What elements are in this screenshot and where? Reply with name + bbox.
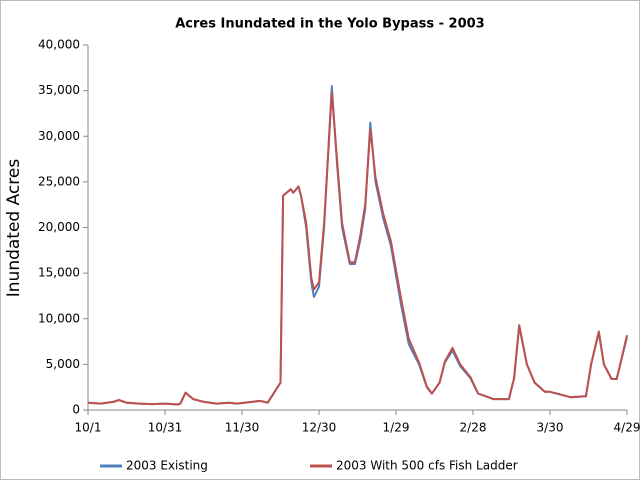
y-tick-label: 25,000 xyxy=(38,174,80,188)
y-axis-label: Inundated Acres xyxy=(4,159,24,298)
y-tick-label: 0 xyxy=(72,403,80,417)
y-tick-label: 5,000 xyxy=(46,357,80,371)
y-tick-label: 40,000 xyxy=(38,38,80,52)
y-tick-label: 10,000 xyxy=(38,311,80,325)
chart-title: Acres Inundated in the Yolo Bypass - 200… xyxy=(175,17,484,32)
x-tick-label: 2/28 xyxy=(460,421,487,435)
legend-label: 2003 Existing xyxy=(126,459,208,473)
x-tick-label: 11/30 xyxy=(225,421,260,435)
y-tick-label: 15,000 xyxy=(38,266,80,280)
x-tick-label: 3/30 xyxy=(537,421,564,435)
y-tick-label: 30,000 xyxy=(38,129,80,143)
y-tick-label: 35,000 xyxy=(38,83,80,97)
x-tick-label: 10/1 xyxy=(75,421,102,435)
series-line xyxy=(87,91,628,406)
y-tick-label: 20,000 xyxy=(38,220,80,234)
x-tick-label: 4/29 xyxy=(614,421,640,435)
x-tick-label: 12/30 xyxy=(302,421,337,435)
x-tick-label: 10/31 xyxy=(148,421,183,435)
legend-label: 2003 With 500 cfs Fish Ladder xyxy=(336,459,518,473)
x-tick-label: 1/29 xyxy=(383,421,410,435)
